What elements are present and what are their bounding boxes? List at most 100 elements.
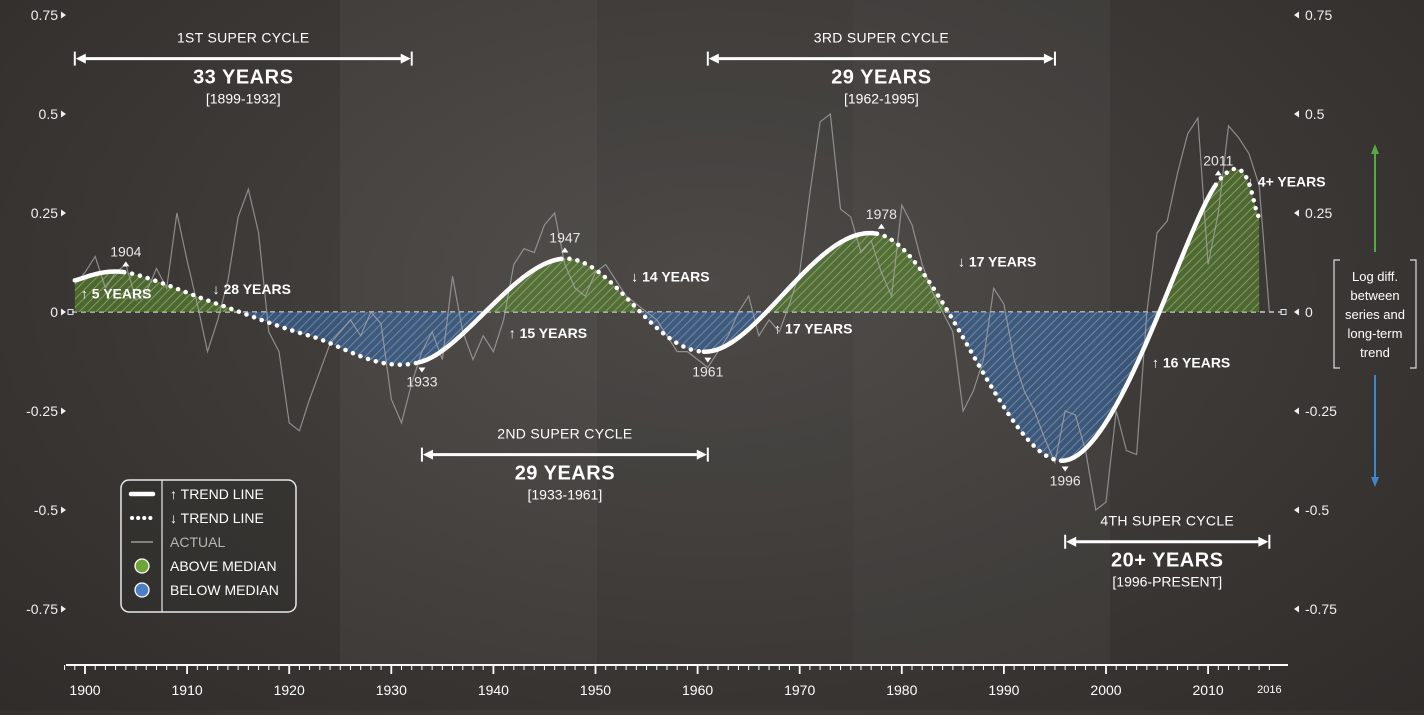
y-tick-marker-left [61,308,66,316]
phase-duration-label: ↑ 17 YEARS [774,321,852,337]
turning-point-marker [418,367,426,373]
turning-point-year: 1996 [1050,473,1081,489]
turning-point-year: 1904 [110,243,141,259]
turning-point-marker [561,247,569,253]
median-end-marker [67,309,74,315]
x-tick-label: 2010 [1193,682,1224,698]
y-tick-label-right: 0.75 [1305,7,1332,23]
y-tick-marker-left [61,407,66,415]
y-tick-marker-left [61,506,66,514]
super-cycle-range: [1962-1995] [844,91,919,107]
trend-line-up [701,230,880,354]
trend-line-up [72,269,127,283]
y-tick-label-left: -0.75 [26,601,58,617]
super-cycle-arrowhead [1066,536,1077,547]
y-tick-label-left: 0 [50,304,58,320]
phase-duration-label: ↑ 15 YEARS [509,325,587,341]
y-tick-marker-right [1294,11,1299,19]
y-tick-label-right: 0.25 [1305,205,1332,221]
super-cycle: 2ND SUPER CYCLE 29 YEARS [1933-1961] [420,426,709,503]
y-tick-label-left: 0.25 [31,205,58,221]
super-cycle-arrowhead [696,449,707,460]
phase-duration-label: ↓ 4+ YEARS [1247,173,1326,189]
turning-point-marker [704,357,712,363]
legend-label-trend_down: ↓ TREND LINE [170,510,264,526]
down-arrow-head [1371,477,1379,487]
trend-line [72,166,1262,464]
x-tick-label: 1970 [784,682,815,698]
turning-point-marker [1214,170,1222,176]
y-tick-label-right: 0 [1305,304,1313,320]
legend-label-above: ABOVE MEDIAN [170,558,277,574]
y-tick-label-left: -0.5 [34,502,58,518]
turning-point-marker [877,223,885,229]
x-tick-label: 1930 [376,682,407,698]
super-cycle-duration: 29 YEARS [831,67,931,89]
legend-swatch-above [134,558,150,574]
median-fill-areas [74,168,1260,461]
y-tick-label-right: -0.75 [1305,601,1337,617]
side-label-line: series and [1345,307,1405,322]
side-label: Log diff. between series and long-term trend [1333,144,1417,487]
y-tick-marker-right [1294,110,1299,118]
x-tick-label: 1900 [69,682,100,698]
super-cycle-arrowhead [400,53,411,64]
legend: ↑ TREND LINE ↓ TREND LINE ACTUAL ABOVE MEDI… [120,479,297,613]
trend-line-up [1058,182,1219,464]
super-cycle-title: 4TH SUPER CYCLE [1100,513,1234,529]
y-tick-marker-left [61,209,66,217]
super-cycle-arrowhead [75,53,86,64]
turning-point-marker [122,261,130,267]
y-tick-marker-right [1294,407,1299,415]
side-bracket-left [1333,259,1340,369]
y-tick-marker-right [1294,209,1299,217]
y-tick-marker-right [1294,506,1299,514]
x-tick-label: 1920 [274,682,305,698]
phase-duration-label: ↓ 17 YEARS [958,253,1036,269]
x-end-label: 2016 [1257,684,1281,696]
x-tick-label: 1910 [172,682,203,698]
side-label-line: between [1350,288,1399,303]
legend-swatch-below [134,582,150,598]
turning-point-year: 1978 [866,206,897,222]
y-tick-label-right: -0.5 [1305,502,1329,518]
legend-label-below: BELOW MEDIAN [170,582,279,598]
y-tick-label-left: 0.75 [31,7,58,23]
super-cycle-duration: 29 YEARS [515,463,615,485]
x-tick-label: 1990 [988,682,1019,698]
x-tick-label: 1950 [580,682,611,698]
legend-box [120,479,297,613]
trend-line-down [559,256,707,354]
super-cycle-range: [1996-PRESENT] [1112,574,1222,590]
trend-line-down [121,269,422,367]
median-end-marker [1280,309,1287,315]
turning-point-year: 2011 [1203,152,1233,168]
actual-line [74,112,1270,512]
phase-duration-label: ↑ 16 YEARS [1152,355,1230,371]
super-cycle: 1ST SUPER CYCLE 33 YEARS [1899-1932] [73,30,413,107]
super-cycle-arrowhead [1043,53,1054,64]
super-cycle-title: 2ND SUPER CYCLE [497,426,632,442]
super-cycle-range: [1933-1961] [528,487,603,503]
turning-point-year: 1933 [406,374,437,390]
x-tick-label: 2000 [1090,682,1121,698]
x-tick-label: 1940 [478,682,509,698]
super-cycle-range: [1899-1932] [206,91,281,107]
super-cycle-title: 3RD SUPER CYCLE [814,30,949,46]
super-cycle: 4TH SUPER CYCLE 20+ YEARS [1996-PRESENT] [1064,513,1271,590]
y-tick-label-right: 0.5 [1305,106,1325,122]
y-tick-label-right: -0.25 [1305,403,1337,419]
axes: 0.75 0.75 0.5 0.5 0.25 0.25 0 0 -0.25 -0.25 -0.5 -0… [26,7,1337,698]
actual-series [74,112,1270,512]
y-tick-marker-left [61,605,66,613]
turning-point-labels: 1904 1933 1947 1961 1978 1996 2011 [110,152,1233,488]
side-bracket-right [1410,259,1417,369]
turning-point-year: 1947 [549,230,580,246]
up-arrow-head [1371,144,1379,154]
legend-label-actual: ACTUAL [170,534,225,550]
super-cycle-duration: 20+ YEARS [1111,550,1224,572]
y-tick-marker-left [61,110,66,118]
phase-duration-label: ↓ 28 YEARS [213,281,291,297]
